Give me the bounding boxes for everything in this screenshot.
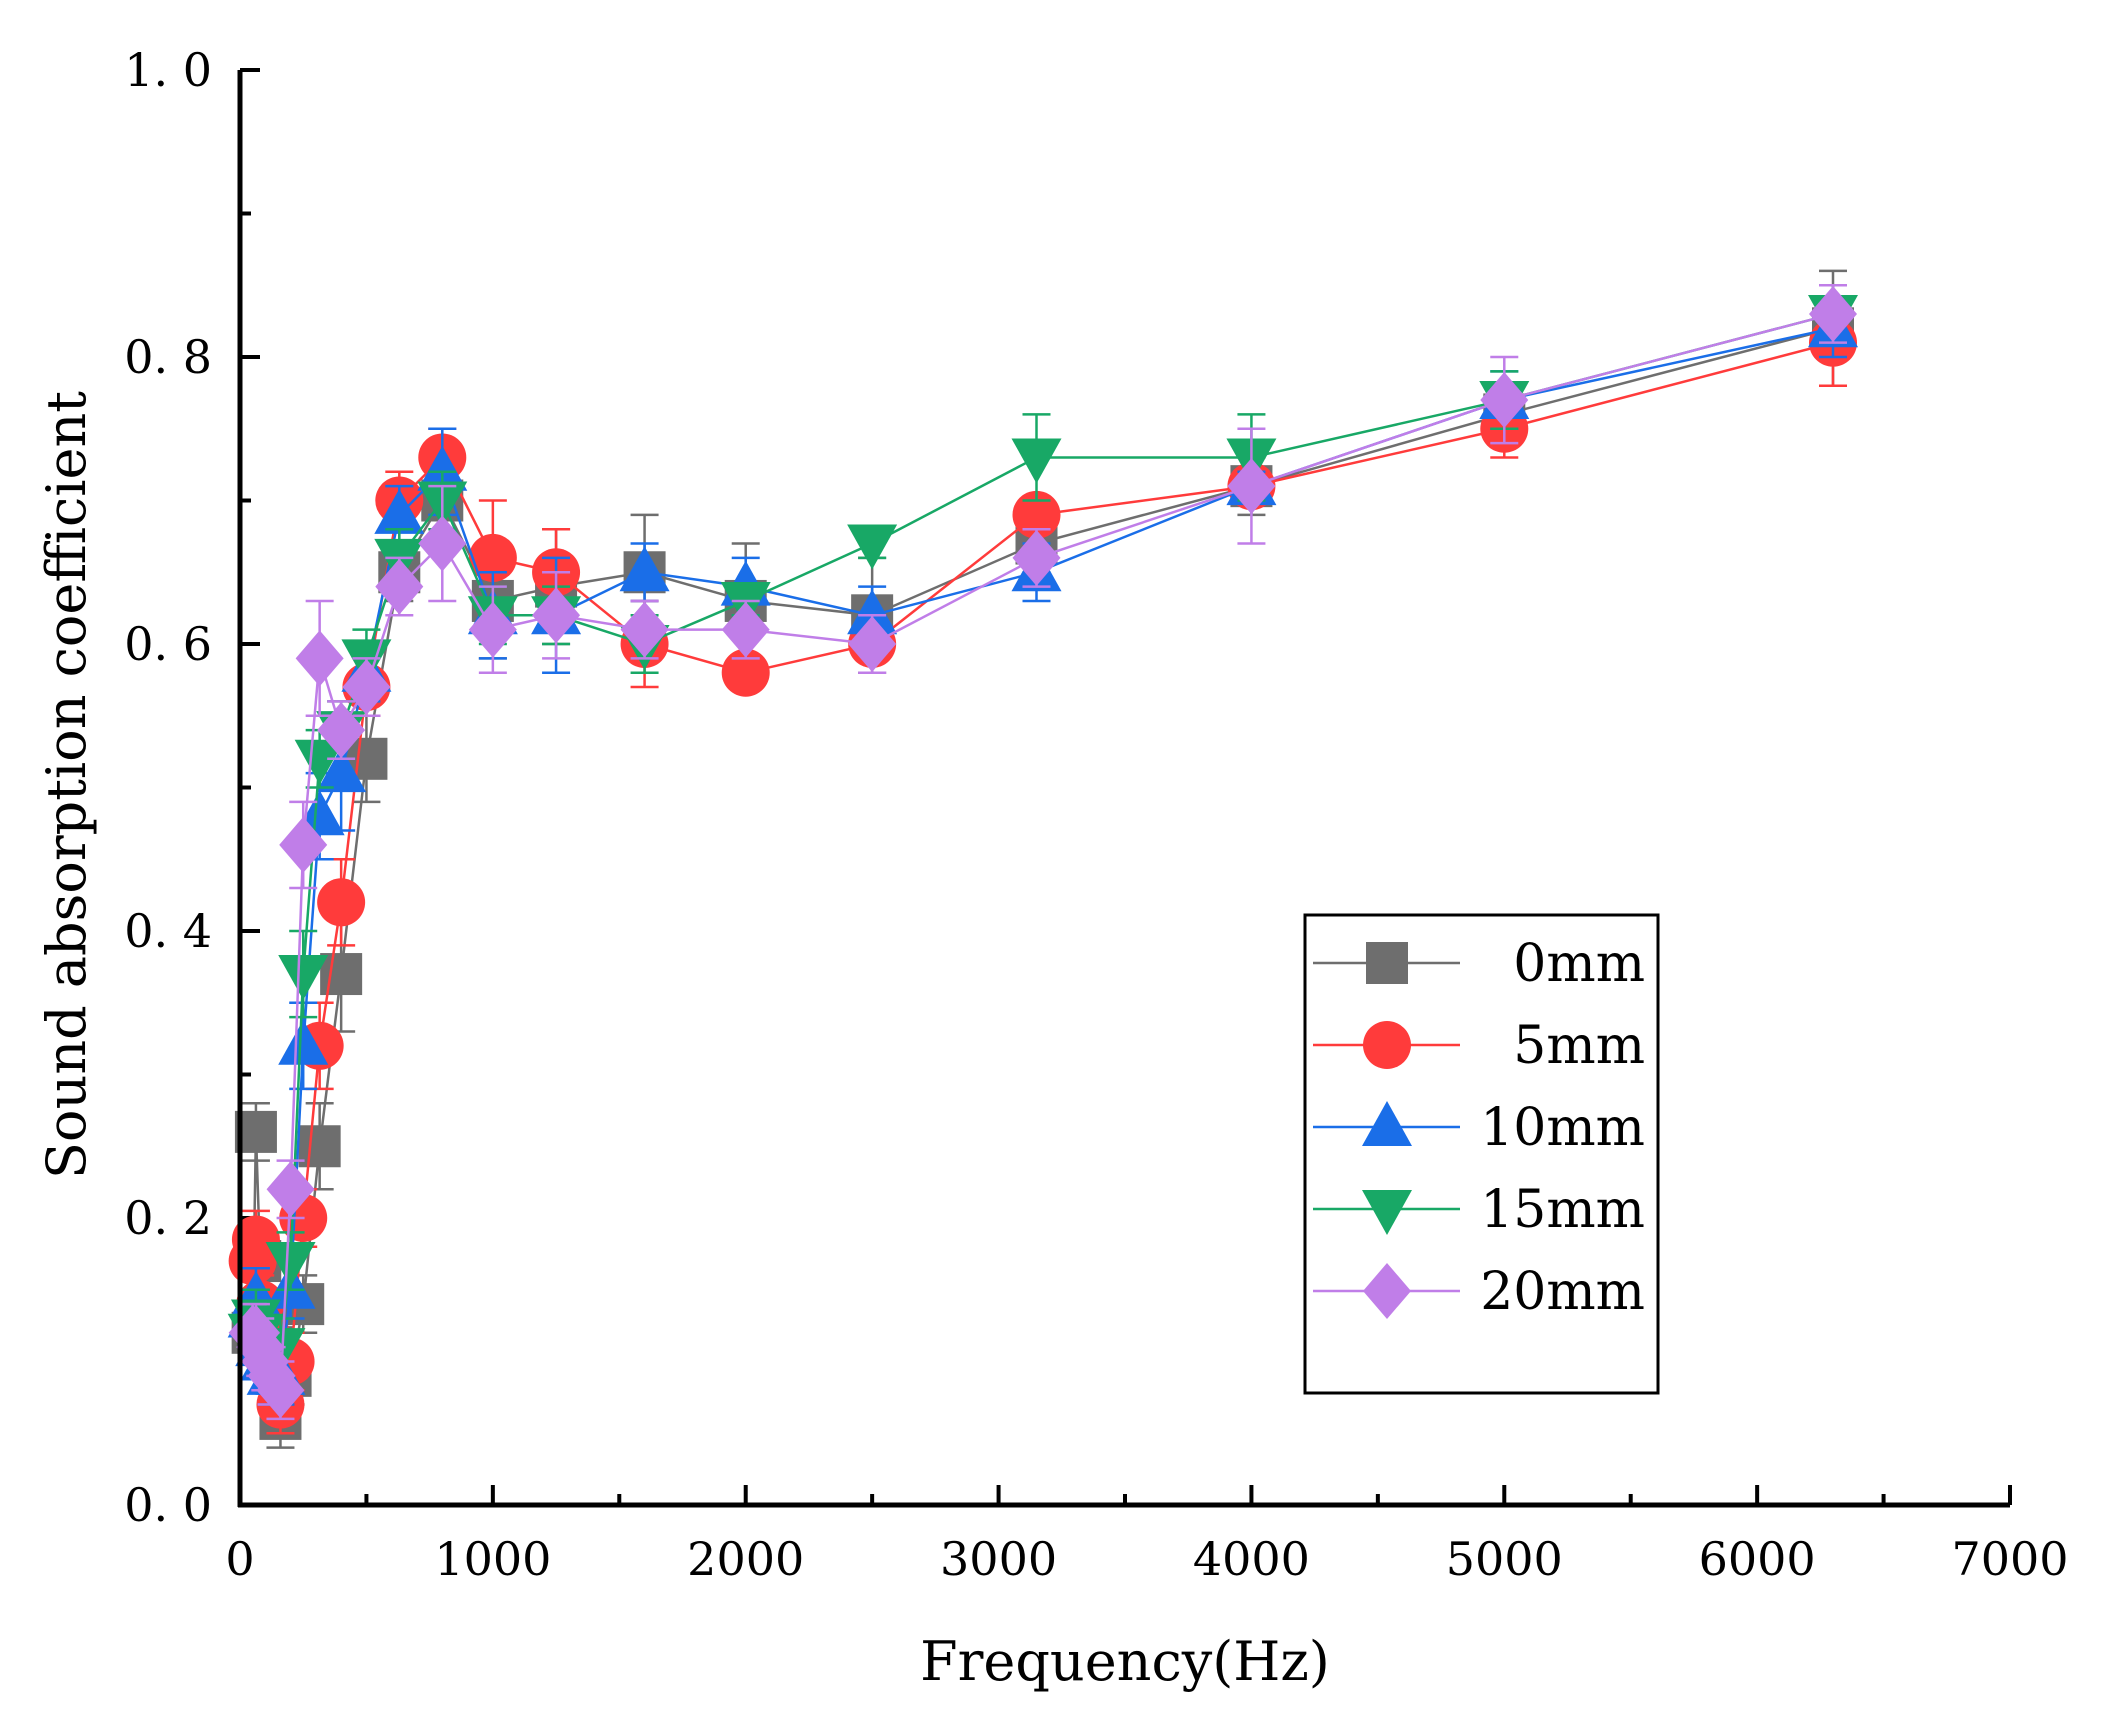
data-point bbox=[374, 488, 425, 534]
data-point bbox=[417, 445, 468, 491]
legend-entry-10mm: 10mm bbox=[1313, 1098, 1645, 1158]
data-point bbox=[279, 816, 328, 873]
x-tick-label: 1000 bbox=[434, 1532, 551, 1586]
data-point bbox=[278, 955, 329, 1001]
data-point bbox=[316, 747, 367, 793]
series-layer bbox=[227, 269, 1858, 1449]
legend-marker bbox=[1362, 1101, 1412, 1146]
y-tick-label: 0. 4 bbox=[124, 904, 212, 958]
axis-ticks: 0 1000 2000 3000 4000 5000 6000 7000 0. 0 0. 2 0. … bbox=[124, 43, 2068, 1586]
legend-label: 15mm bbox=[1480, 1180, 1645, 1240]
data-point bbox=[847, 524, 898, 570]
data-point bbox=[342, 659, 391, 716]
data-point bbox=[320, 953, 363, 996]
data-point bbox=[619, 546, 670, 592]
legend-entry-5mm: 5mm bbox=[1313, 1016, 1645, 1076]
legend-label: 5mm bbox=[1513, 1016, 1645, 1076]
y-tick-label: 0. 6 bbox=[124, 617, 212, 671]
legend-marker bbox=[1362, 1190, 1412, 1235]
x-axis-title: Frequency(Hz) bbox=[920, 1630, 1330, 1693]
x-tick-label: 0 bbox=[225, 1532, 254, 1586]
data-point bbox=[418, 515, 467, 572]
x-tick-label: 7000 bbox=[1951, 1532, 2068, 1586]
legend-marker bbox=[1363, 1263, 1411, 1319]
data-point bbox=[468, 601, 517, 658]
y-tick-label: 0. 2 bbox=[124, 1191, 212, 1245]
data-point bbox=[1480, 372, 1529, 429]
data-point bbox=[848, 616, 897, 672]
data-point bbox=[317, 878, 366, 927]
data-point bbox=[278, 1019, 329, 1065]
x-tick-label: 4000 bbox=[1193, 1532, 1310, 1586]
data-point bbox=[1012, 529, 1061, 586]
x-tick-label: 6000 bbox=[1699, 1532, 1816, 1586]
data-point bbox=[721, 648, 770, 697]
data-point bbox=[295, 630, 344, 687]
legend-marker bbox=[1363, 1021, 1411, 1069]
data-point bbox=[532, 587, 581, 644]
data-point bbox=[256, 1362, 305, 1419]
data-point bbox=[1012, 490, 1061, 539]
data-point bbox=[298, 1125, 341, 1168]
legend-marker bbox=[1366, 942, 1408, 984]
legend-label: 10mm bbox=[1480, 1098, 1645, 1158]
y-axis-title: Sound absorption coefficient bbox=[35, 391, 98, 1179]
y-tick-label: 0. 8 bbox=[124, 330, 212, 384]
y-tick-label: 1. 0 bbox=[124, 43, 212, 97]
y-tick-label: 0. 0 bbox=[124, 1478, 212, 1532]
legend: 0mm 5mm 10mm 15mm 20mm bbox=[1303, 913, 1660, 1395]
series-20mm bbox=[228, 284, 1857, 1421]
data-point bbox=[721, 601, 770, 658]
data-point bbox=[375, 558, 424, 615]
legend-label: 0mm bbox=[1513, 934, 1645, 994]
data-point bbox=[266, 1161, 315, 1218]
data-point bbox=[1227, 458, 1276, 515]
data-point bbox=[317, 702, 366, 759]
legend-entry-0mm: 0mm bbox=[1313, 934, 1645, 994]
x-tick-label: 5000 bbox=[1446, 1532, 1563, 1586]
data-point bbox=[265, 1242, 316, 1288]
x-tick-label: 3000 bbox=[940, 1532, 1057, 1586]
legend-entry-20mm: 20mm bbox=[1313, 1262, 1645, 1322]
data-point bbox=[620, 601, 669, 658]
legend-entry-15mm: 15mm bbox=[1313, 1180, 1645, 1240]
axes bbox=[237, 70, 2010, 1508]
data-point bbox=[468, 533, 517, 582]
x-tick-label: 2000 bbox=[687, 1532, 804, 1586]
data-point bbox=[1011, 438, 1062, 484]
legend-label: 20mm bbox=[1480, 1262, 1645, 1322]
data-point bbox=[847, 589, 898, 635]
data-point bbox=[294, 739, 345, 785]
data-point bbox=[231, 1215, 280, 1264]
legend-box bbox=[1303, 913, 1660, 1395]
data-point bbox=[1809, 285, 1857, 342]
